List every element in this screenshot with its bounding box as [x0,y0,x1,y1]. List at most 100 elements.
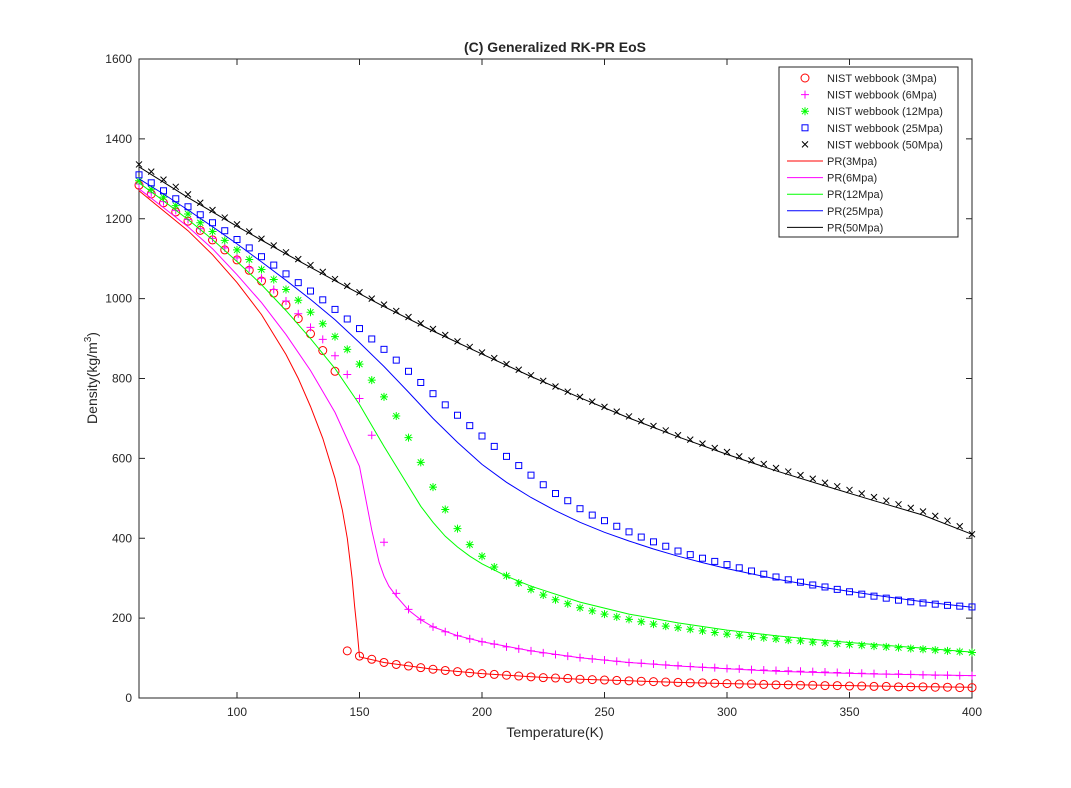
legend: NIST webbook (3Mpa) NIST webbook (6Mpa) NI… [778,66,959,238]
data-point [784,636,793,645]
data-point [515,462,523,470]
legend-label: PR(6Mpa) [827,173,877,185]
data-point [723,561,731,569]
data-point [441,401,449,409]
data-point [625,615,633,624]
data-point [233,245,241,254]
data-point [342,646,352,656]
data-point [465,540,474,549]
data-point [539,481,547,489]
data-point [318,335,327,344]
x-axis-label: Temperature(K) [506,724,603,740]
y-tick-label: 1400 [105,132,132,146]
data-point [503,452,510,460]
legend-swatch [801,90,809,99]
x-tick-label: 100 [227,705,247,719]
data-point [698,626,707,635]
data-point [870,493,878,501]
data-point [257,274,266,283]
data-point [331,275,339,283]
data-point [331,351,339,360]
data-point [563,599,572,608]
data-point [405,313,412,321]
data-point [919,645,927,654]
data-marks [134,161,977,693]
data-point [196,199,204,207]
data-point [759,633,768,642]
y-tick-label: 400 [112,531,132,545]
data-point [318,319,327,328]
data-point [380,301,388,308]
legend-label: NIST webbook (12Mpa) [827,106,943,118]
data-point [245,263,254,272]
data-point [233,220,241,228]
legend-item: NIST webbook (12Mpa) [801,106,943,118]
data-point [160,176,167,183]
data-point [968,648,976,657]
data-point [245,255,254,264]
data-point [686,625,695,634]
x-tick-label: 350 [839,705,859,719]
series-line [138,190,973,688]
data-point [907,504,915,512]
data-point [576,505,584,513]
data-point [797,471,804,479]
data-point [294,296,303,305]
data-point [514,578,523,587]
series-line [138,178,973,608]
data-point [661,622,670,631]
data-point [612,612,621,621]
data-point [367,431,376,440]
series-5 [138,190,973,688]
data-point [882,594,890,602]
data-point [282,285,290,294]
data-point [355,394,364,403]
y-tick-label: 600 [112,451,132,465]
data-point [870,642,878,651]
series-3 [135,171,976,611]
data-point [245,228,253,235]
legend-item: PR(50Mpa) [787,222,883,234]
data-point [282,248,290,256]
data-point [257,265,266,274]
data-point [184,209,192,218]
data-point [306,308,315,317]
data-point [270,261,278,269]
legend-item: PR(25Mpa) [787,206,883,218]
data-point [294,309,303,318]
data-point [711,444,719,452]
data-point [294,255,302,263]
data-point [796,667,805,676]
data-point [453,524,462,533]
data-point [343,315,351,323]
legend-label: PR(12Mpa) [827,189,883,201]
data-point [906,644,915,653]
data-point [588,606,597,615]
data-point [772,634,780,643]
data-point [208,227,217,236]
data-point [846,486,853,494]
data-point [220,236,229,245]
data-point [343,345,352,354]
legend-item: NIST webbook (6Mpa) [801,90,937,102]
data-point [306,323,315,332]
data-point [919,599,927,607]
data-point [209,219,216,227]
data-point [735,631,744,640]
data-point [221,227,229,235]
data-point [858,490,866,497]
data-point [784,576,792,584]
data-point [699,440,706,447]
data-point [821,479,829,487]
data-point [405,367,412,375]
data-point [466,422,474,430]
data-point [686,551,694,559]
data-point [233,253,241,262]
data-point [894,643,903,652]
data-point [208,234,217,243]
legend-swatch [801,124,809,132]
data-point [772,666,780,675]
legend-item: PR(6Mpa) [787,173,877,185]
legend-item: PR(3Mpa) [787,156,877,168]
data-point [723,630,731,639]
